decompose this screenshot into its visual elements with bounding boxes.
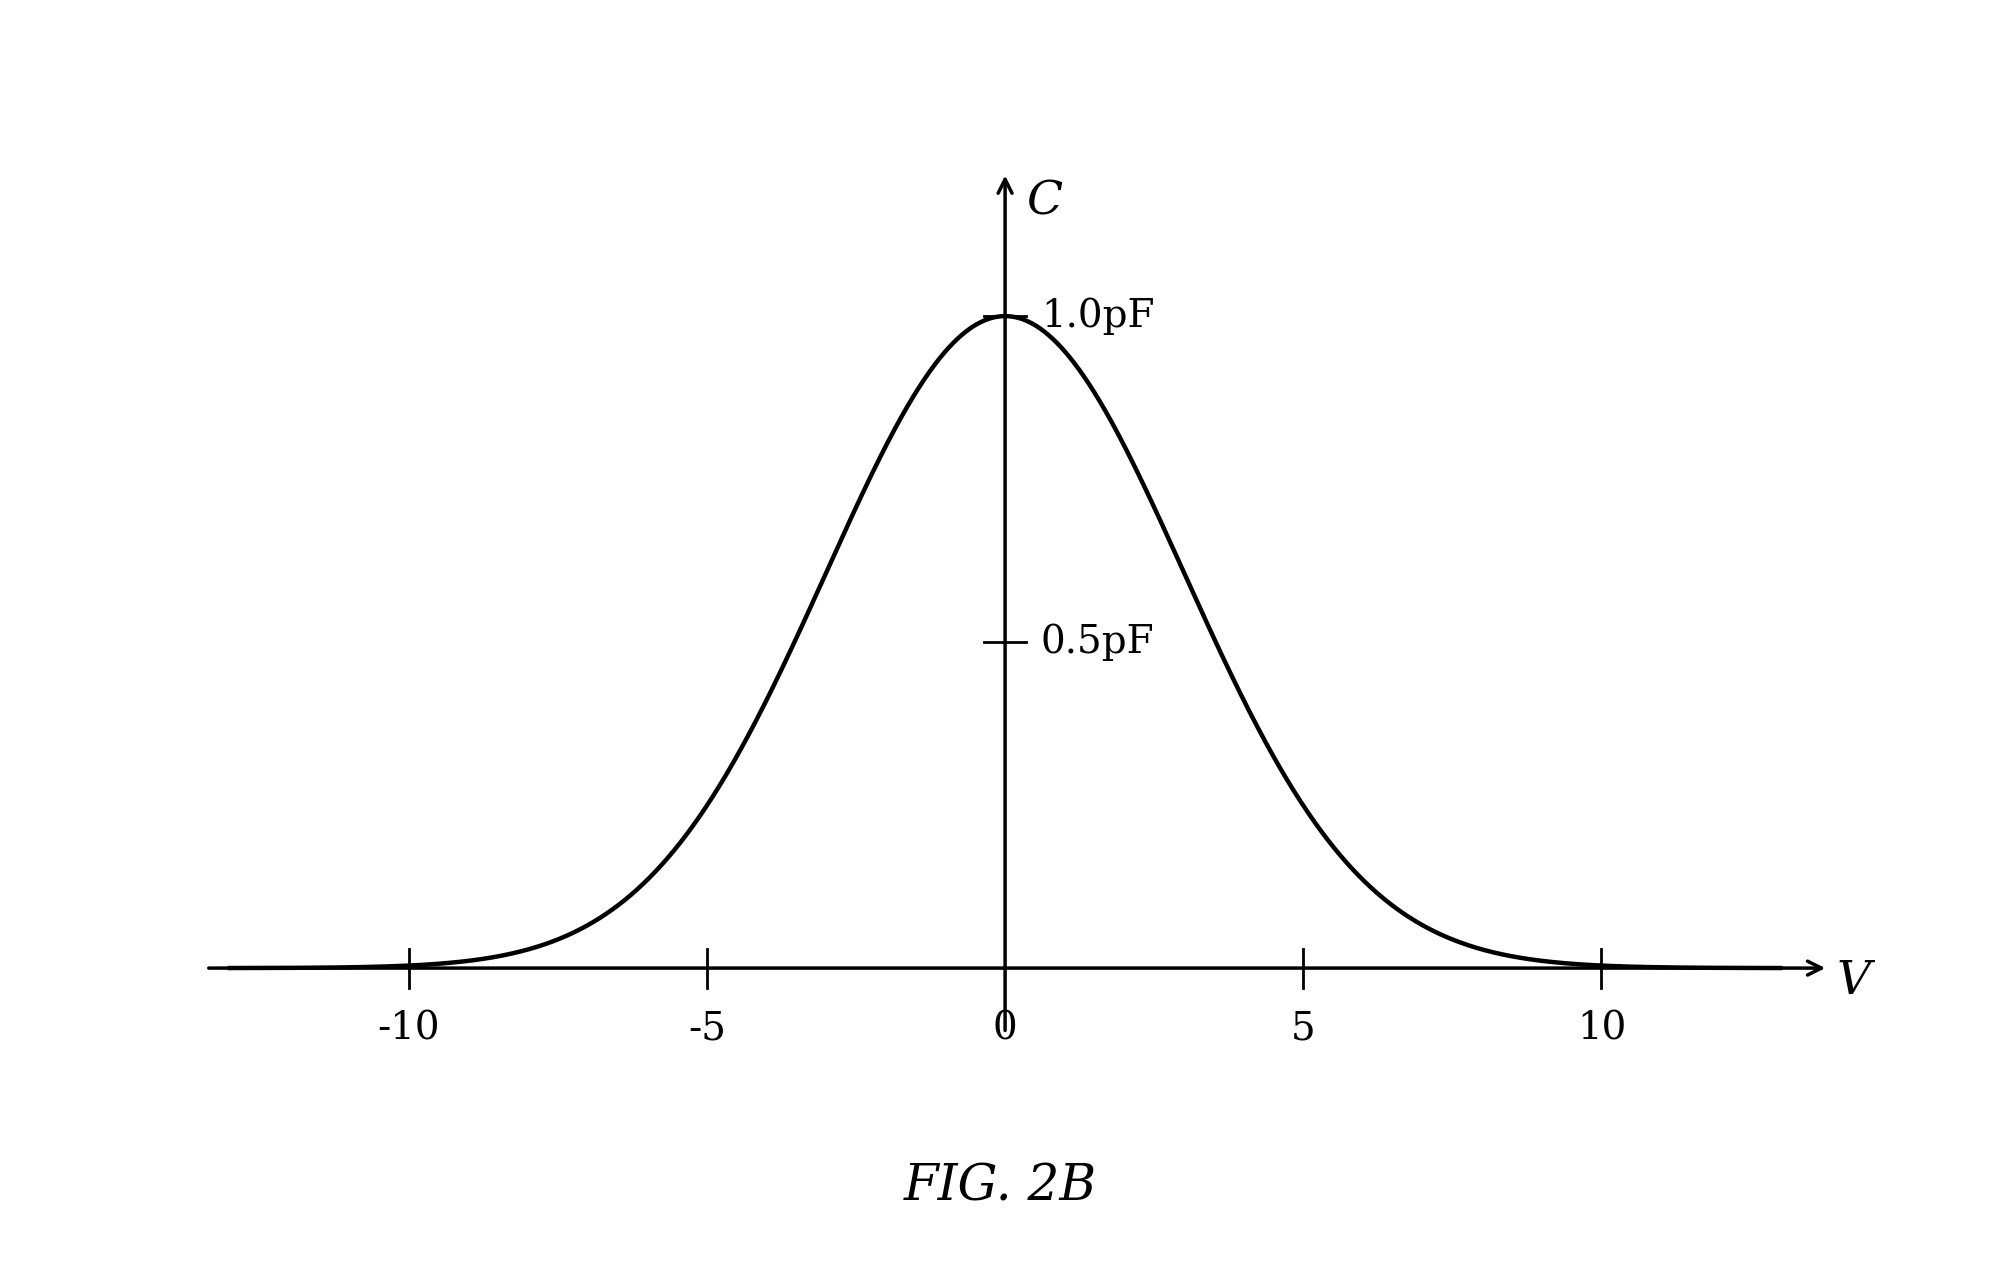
Text: FIG. 2B: FIG. 2B [904,1162,1096,1211]
Text: 0: 0 [992,1011,1018,1048]
Text: V: V [1838,958,1872,1004]
Text: 1.0pF: 1.0pF [1040,297,1154,334]
Text: 0.5pF: 0.5pF [1040,624,1154,661]
Text: -10: -10 [378,1011,440,1048]
Text: 5: 5 [1290,1011,1316,1048]
Text: C: C [1026,179,1062,225]
Text: 10: 10 [1576,1011,1626,1048]
Text: -5: -5 [688,1011,726,1048]
